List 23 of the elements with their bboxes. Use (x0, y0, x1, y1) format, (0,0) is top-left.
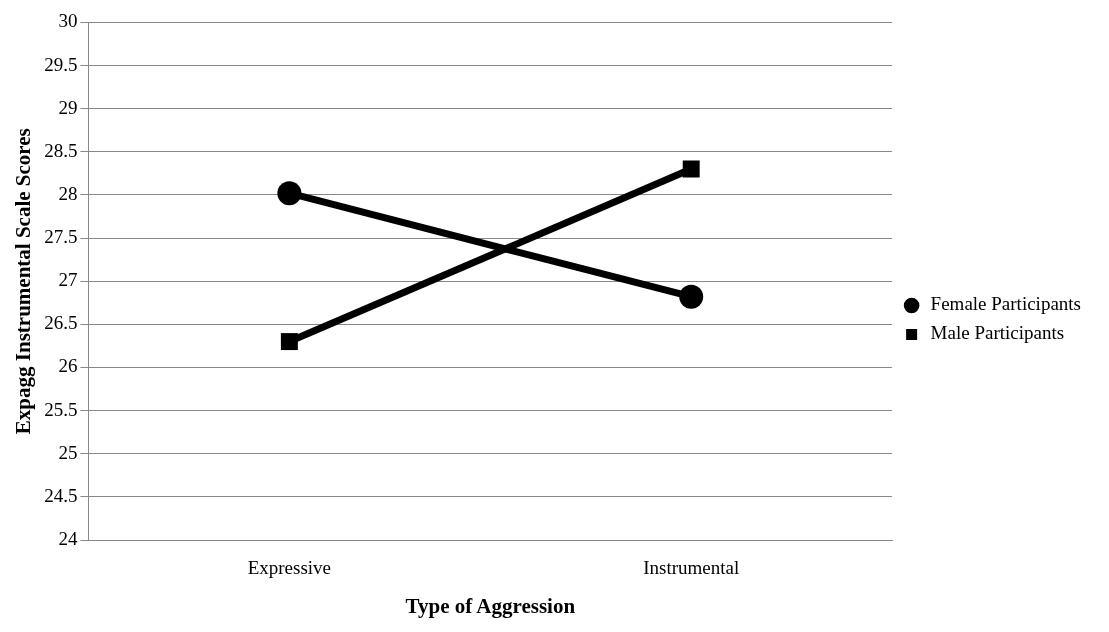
y-tick-label: 29.5 (44, 53, 78, 75)
x-axis-title: Type of Aggression (405, 593, 576, 618)
point (280, 333, 298, 351)
point (277, 181, 302, 206)
y-tick-label: 27 (58, 269, 78, 291)
y-tick-label: 29 (58, 96, 78, 118)
y-tick-label: 25 (58, 441, 78, 463)
y-tick-label: 26 (58, 355, 78, 377)
legend-label: Female Participants (930, 293, 1082, 315)
point (682, 160, 700, 178)
y-tick-label: 27.5 (44, 226, 78, 248)
y-tick-label: 28 (58, 182, 78, 204)
y-tick-label: 24 (58, 527, 78, 549)
legend-label: Male Participants (930, 322, 1065, 344)
y-axis-title: Expagg Instrumental Scale Scores (11, 128, 36, 435)
point (679, 284, 704, 309)
x-tick-label: Instrumental (643, 557, 740, 579)
y-tick-label: 26.5 (44, 312, 78, 334)
y-tick-label: 25.5 (44, 398, 78, 420)
y-tick-label: 30 (58, 10, 78, 32)
y-tick-label: 28.5 (44, 139, 78, 161)
x-tick-label: Expressive (247, 557, 332, 579)
y-tick-label: 24.5 (44, 484, 78, 506)
